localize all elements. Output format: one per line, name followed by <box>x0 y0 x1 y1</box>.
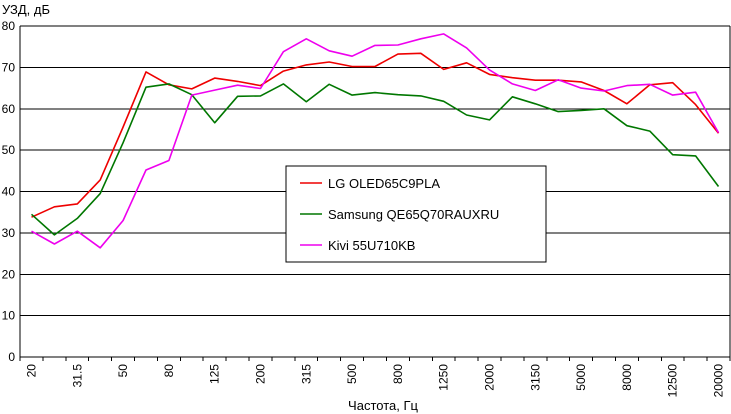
y-tick-label: 30 <box>2 226 16 240</box>
x-tick-label: 125 <box>208 364 222 384</box>
legend-label: Kivi 55U710KB <box>328 238 415 253</box>
y-tick-label: 10 <box>2 309 16 323</box>
y-tick-label: 60 <box>2 102 16 116</box>
x-axis-title: Частота, Гц <box>348 398 418 413</box>
y-tick-label: 0 <box>8 350 15 364</box>
legend: LG OLED65C9PLA Samsung QE65Q70RAUXRU Kivi … <box>285 165 547 263</box>
y-axis-title: УЗД, дБ <box>2 2 50 17</box>
x-tick-label: 20000 <box>712 364 726 398</box>
y-tick-label: 70 <box>2 60 16 74</box>
x-tick-label: 2000 <box>483 364 497 391</box>
legend-label: LG OLED65C9PLA <box>328 176 440 191</box>
x-tick-label: 31.5 <box>70 364 84 388</box>
x-tick-label: 200 <box>253 364 267 384</box>
x-tick-label: 1250 <box>437 364 451 391</box>
x-tick-label: 80 <box>162 364 176 378</box>
legend-label: Samsung QE65Q70RAUXRU <box>328 207 499 222</box>
x-tick-label: 12500 <box>666 364 680 398</box>
y-tick-label: 50 <box>2 143 16 157</box>
x-tick-label: 3150 <box>528 364 542 391</box>
y-axis-ticks: 0 10 20 30 40 50 60 70 80 <box>2 19 16 364</box>
x-tick-label: 20 <box>24 364 38 378</box>
grid-lines <box>19 25 731 358</box>
x-tick-label: 8000 <box>620 364 634 391</box>
x-tick-label: 50 <box>116 364 130 378</box>
x-tick-label: 500 <box>345 364 359 384</box>
series-lines <box>30 33 720 249</box>
x-tick-label: 315 <box>299 364 313 384</box>
x-tick-label: 5000 <box>574 364 588 391</box>
series-line <box>30 83 720 236</box>
y-tick-label: 20 <box>2 267 16 281</box>
legend-box <box>285 165 547 263</box>
series-line <box>31 33 720 249</box>
y-tick-label: 40 <box>2 185 16 199</box>
x-tick-label: 800 <box>391 364 405 384</box>
y-tick-label: 80 <box>2 19 16 33</box>
x-axis-ticks: 20 31.5 50 80 125 200 315 500 800 1250 2000 3150 500… <box>19 357 731 398</box>
